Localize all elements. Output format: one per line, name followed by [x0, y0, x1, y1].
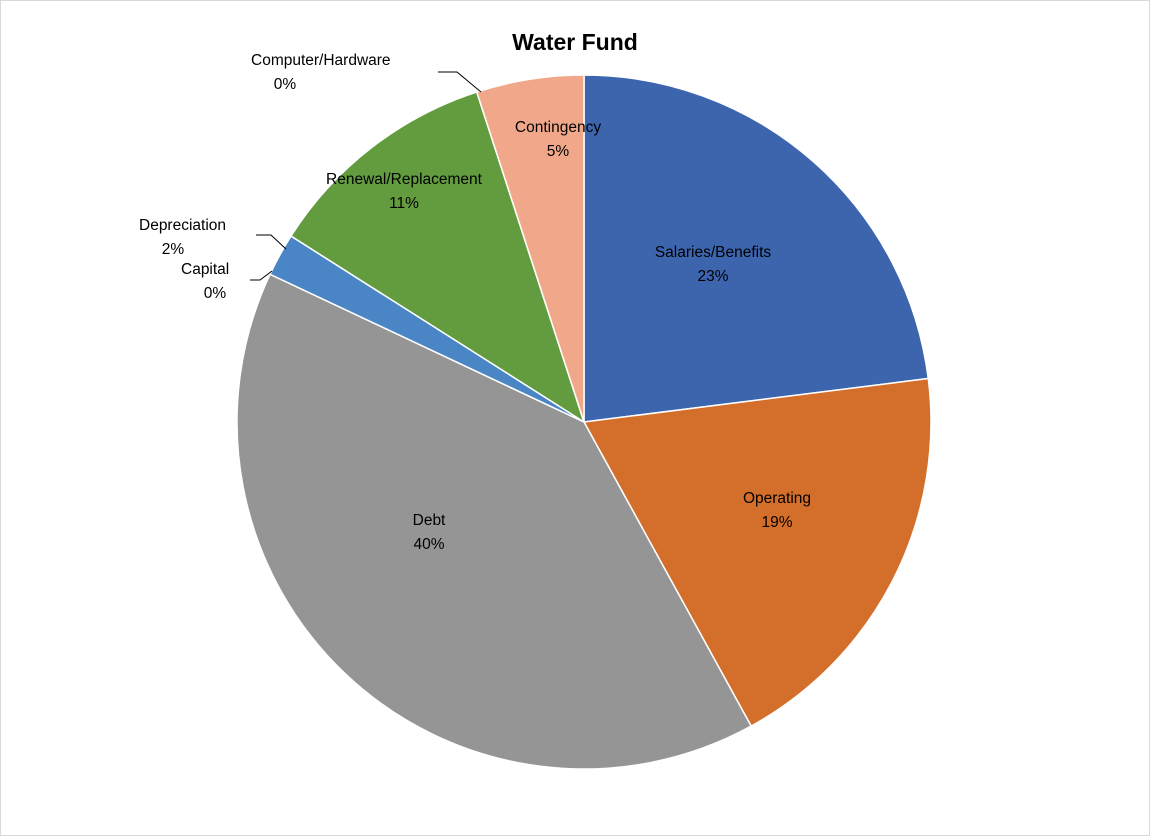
slice-renewal-replacement: [289, 91, 586, 424]
slice-salaries-benefits: [583, 74, 930, 423]
leader-line-computer-hardware: [438, 71, 482, 93]
data-label-capital: Capital 0%: [181, 261, 229, 302]
data-label-debt: Debt 40%: [413, 512, 446, 553]
slice-debt: [236, 273, 753, 770]
chart-title: Water Fund: [512, 29, 638, 55]
data-label-depreciation: Depreciation 2%: [139, 217, 226, 258]
leader-line-depreciation: [256, 234, 287, 250]
data-label-renewal-replacement: Renewal/Replacement 11%: [326, 171, 483, 212]
data-label-computer-hardware: Computer/Hardware 0%: [251, 52, 391, 93]
data-labels: Salaries/Benefits 23% Operating 19% Debt 40% C…: [139, 52, 811, 553]
pie-slices: [236, 74, 932, 770]
slice-operating: [582, 377, 932, 728]
leader-lines: [250, 71, 482, 281]
data-label-contingency: Contingency 5%: [515, 119, 601, 160]
slice-contingency: [475, 74, 585, 423]
leader-line-capital: [250, 270, 273, 281]
data-label-operating: Operating 19%: [743, 490, 811, 531]
data-label-salaries-benefits: Salaries/Benefits 23%: [655, 244, 772, 285]
